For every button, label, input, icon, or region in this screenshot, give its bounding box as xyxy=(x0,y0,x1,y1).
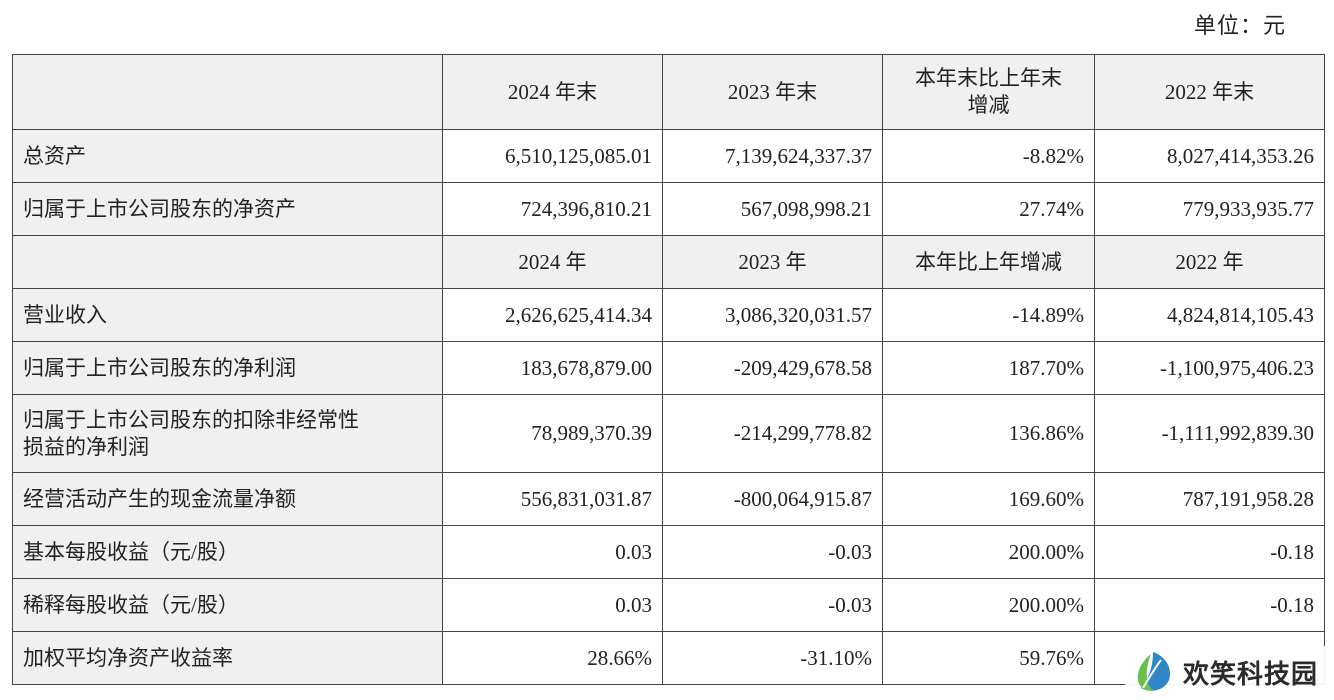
value-cell: -800,064,915.87 xyxy=(662,472,883,526)
value-cell: 78,989,370.39 xyxy=(442,394,663,473)
table-row: 归属于上市公司股东的净资产 724,396,810.21 567,098,998… xyxy=(12,182,1325,236)
value-cell: 556,831,031.87 xyxy=(442,472,663,526)
table-row: 总资产 6,510,125,085.01 7,139,624,337.37 -8… xyxy=(12,129,1325,183)
value-cell: -209,429,678.58 xyxy=(662,341,883,395)
header-row-year: 2024 年 2023 年 本年比上年增减 2022 年 xyxy=(12,235,1325,289)
value-cell: 7,139,624,337.37 xyxy=(662,129,883,183)
header-cell-blank xyxy=(12,235,443,289)
row-label: 总资产 xyxy=(12,129,443,183)
header-cell-2022-end: 2022 年末 xyxy=(1094,54,1325,130)
value-cell: 0.03 xyxy=(442,578,663,632)
value-cell: 27.74% xyxy=(882,182,1095,236)
row-label: 归属于上市公司股东的扣除非经常性 损益的净利润 xyxy=(12,394,443,473)
header-cell-blank xyxy=(12,54,443,130)
value-cell: -1,111,992,839.30 xyxy=(1094,394,1325,473)
value-cell: -1,100,975,406.23 xyxy=(1094,341,1325,395)
row-label: 加权平均净资产收益率 xyxy=(12,631,443,685)
header-cell-2023-end: 2023 年末 xyxy=(662,54,883,130)
value-cell: -31.10% xyxy=(662,631,883,685)
header-change-line-a: 本年末比上年末 xyxy=(915,66,1062,90)
financial-summary-table: 2024 年末 2023 年末 本年末比上年末 增减 2022 年末 总资产 6… xyxy=(12,54,1325,685)
table-row: 稀释每股收益（元/股） 0.03 -0.03 200.00% -0.18 xyxy=(12,578,1325,632)
value-cell: 724,396,810.21 xyxy=(442,182,663,236)
value-cell: -0.18 xyxy=(1094,578,1325,632)
value-cell: -214,299,778.82 xyxy=(662,394,883,473)
value-cell: 787,191,958.28 xyxy=(1094,472,1325,526)
value-cell: -0.03 xyxy=(662,525,883,579)
value-cell: 8,027,414,353.26 xyxy=(1094,129,1325,183)
row-label: 营业收入 xyxy=(12,288,443,342)
value-cell: 4,824,814,105.43 xyxy=(1094,288,1325,342)
value-cell: 0.03 xyxy=(442,525,663,579)
header-change-line-b: 增减 xyxy=(967,93,1010,117)
value-cell: 183,678,879.00 xyxy=(442,341,663,395)
value-cell: 3,086,320,031.57 xyxy=(662,288,883,342)
leaf-logo-icon xyxy=(1131,650,1175,694)
header-cell-2022: 2022 年 xyxy=(1094,235,1325,289)
value-cell: -8.82% xyxy=(882,129,1095,183)
value-cell: 187.70% xyxy=(882,341,1095,395)
row-label: 基本每股收益（元/股） xyxy=(12,525,443,579)
table-row: 经营活动产生的现金流量净额 556,831,031.87 -800,064,91… xyxy=(12,472,1325,526)
table-row: 归属于上市公司股东的净利润 183,678,879.00 -209,429,67… xyxy=(12,341,1325,395)
row-label: 归属于上市公司股东的净资产 xyxy=(12,182,443,236)
table-row: 加权平均净资产收益率 28.66% -31.10% 59.76% xyxy=(12,631,1325,685)
watermark-text: 欢笑科技园 xyxy=(1182,659,1318,690)
header-cell-change: 本年比上年增减 xyxy=(882,235,1095,289)
table-row: 归属于上市公司股东的扣除非经常性 损益的净利润 78,989,370.39 -2… xyxy=(12,394,1325,473)
row-label-line-b: 损益的净利润 xyxy=(23,434,149,459)
value-cell: 567,098,998.21 xyxy=(662,182,883,236)
header-cell-change-end: 本年末比上年末 增减 xyxy=(882,54,1095,130)
value-cell: -0.03 xyxy=(662,578,883,632)
value-cell: 779,933,935.77 xyxy=(1094,182,1325,236)
header-row-year-end: 2024 年末 2023 年末 本年末比上年末 增减 2022 年末 xyxy=(12,54,1325,130)
row-label: 经营活动产生的现金流量净额 xyxy=(12,472,443,526)
unit-label: 单位：元 xyxy=(1193,13,1286,38)
table-row: 营业收入 2,626,625,414.34 3,086,320,031.57 -… xyxy=(12,288,1325,342)
value-cell: 136.86% xyxy=(882,394,1095,473)
value-cell: 2,626,625,414.34 xyxy=(442,288,663,342)
row-label: 归属于上市公司股东的净利润 xyxy=(12,341,443,395)
header-cell-2024-end: 2024 年末 xyxy=(442,54,663,130)
value-cell: 59.76% xyxy=(882,631,1095,685)
value-cell: -0.18 xyxy=(1094,525,1325,579)
table-row: 基本每股收益（元/股） 0.03 -0.03 200.00% -0.18 xyxy=(12,525,1325,579)
row-label-line-a: 归属于上市公司股东的扣除非经常性 xyxy=(23,407,359,432)
value-cell: 200.00% xyxy=(882,525,1095,579)
watermark-logo: 欢笑科技园 xyxy=(1124,646,1326,698)
row-label: 稀释每股收益（元/股） xyxy=(12,578,443,632)
value-cell: -14.89% xyxy=(882,288,1095,342)
value-cell: 6,510,125,085.01 xyxy=(442,129,663,183)
value-cell: 200.00% xyxy=(882,578,1095,632)
value-cell: 28.66% xyxy=(442,631,663,685)
header-cell-2024: 2024 年 xyxy=(442,235,663,289)
header-cell-2023: 2023 年 xyxy=(662,235,883,289)
value-cell: 169.60% xyxy=(882,472,1095,526)
